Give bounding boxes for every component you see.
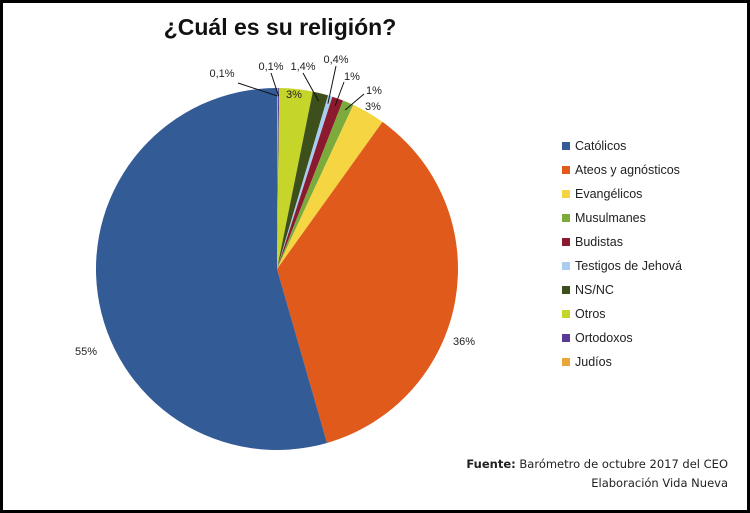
legend-label: Evangélicos — [575, 187, 643, 201]
slice-label: 3% — [286, 89, 302, 101]
legend-label: Católicos — [575, 139, 627, 153]
legend-label: Testigos de Jehová — [575, 259, 683, 273]
leader-line — [334, 81, 345, 107]
slice-label: 36% — [453, 336, 475, 348]
legend: Católicos Ateos y agnósticos Evangélicos… — [562, 134, 682, 374]
legend-item-otros: Otros — [562, 302, 682, 326]
slice-label: 0,1% — [209, 68, 234, 80]
legend-label: Budistas — [575, 235, 623, 249]
leader-line — [327, 65, 337, 104]
legend-label: Judíos — [575, 355, 612, 369]
legend-item-ateos: Ateos y agnósticos — [562, 158, 682, 182]
leader-lines — [237, 65, 365, 111]
legend-item-catolicos: Católicos — [562, 134, 682, 158]
legend-swatch — [562, 166, 570, 174]
pie-slice — [277, 121, 458, 443]
legend-swatch — [562, 142, 570, 150]
chart-title: ¿Cuál es su religión? — [163, 14, 397, 40]
legend-item-ortodoxos: Ortodoxos — [562, 326, 682, 350]
pie-slice — [277, 104, 383, 269]
source-line-2: Elaboración Vida Nueva — [591, 476, 728, 490]
pie-slice — [277, 87, 279, 269]
legend-swatch — [562, 286, 570, 294]
pie-slice — [95, 87, 328, 450]
slice-labels: 0,1% 0,1% 3% 1,4% 0,4% 1% 1% 3% 36% 55% — [75, 54, 475, 358]
pie-slice — [277, 88, 313, 269]
source-prefix: Fuente: — [466, 457, 516, 471]
legend-swatch — [562, 190, 570, 198]
legend-item-evangelicos: Evangélicos — [562, 182, 682, 206]
slice-label: 3% — [365, 101, 381, 113]
pie-slice — [277, 100, 354, 270]
legend-item-testigos: Testigos de Jehová — [562, 254, 682, 278]
legend-item-budistas: Budistas — [562, 230, 682, 254]
legend-item-musulmanes: Musulmanes — [562, 206, 682, 230]
pie-slice — [277, 91, 329, 269]
pie-slice — [277, 95, 333, 269]
leader-line — [344, 93, 365, 111]
legend-swatch — [562, 262, 570, 270]
source-line-1: Fuente: Barómetro de octubre 2017 del CE… — [466, 455, 728, 474]
pie-slices — [95, 87, 458, 450]
legend-swatch — [562, 310, 570, 318]
leader-line — [237, 82, 278, 97]
legend-label: NS/NC — [575, 283, 614, 297]
leader-line — [302, 72, 320, 102]
legend-item-judios: Judíos — [562, 350, 682, 374]
legend-swatch — [562, 358, 570, 366]
legend-label: Musulmanes — [575, 211, 646, 225]
source-text: Barómetro de octubre 2017 del CEO — [519, 457, 728, 471]
legend-label: Ateos y agnósticos — [575, 163, 680, 177]
leader-line — [270, 72, 280, 97]
slice-label: 1,4% — [290, 61, 315, 73]
slice-label: 0,4% — [323, 54, 348, 66]
slice-label: 1% — [366, 85, 382, 97]
legend-swatch — [562, 238, 570, 246]
source-note: Fuente: Barómetro de octubre 2017 del CE… — [466, 455, 728, 493]
pie-slice — [277, 88, 280, 269]
legend-item-nsnc: NS/NC — [562, 278, 682, 302]
slice-label: 55% — [75, 346, 97, 358]
legend-swatch — [562, 214, 570, 222]
legend-label: Otros — [575, 307, 606, 321]
pie-slice — [277, 96, 343, 269]
slice-label: 1% — [344, 71, 360, 83]
legend-label: Ortodoxos — [575, 331, 633, 345]
legend-swatch — [562, 334, 570, 342]
slice-label: 0,1% — [258, 61, 283, 73]
